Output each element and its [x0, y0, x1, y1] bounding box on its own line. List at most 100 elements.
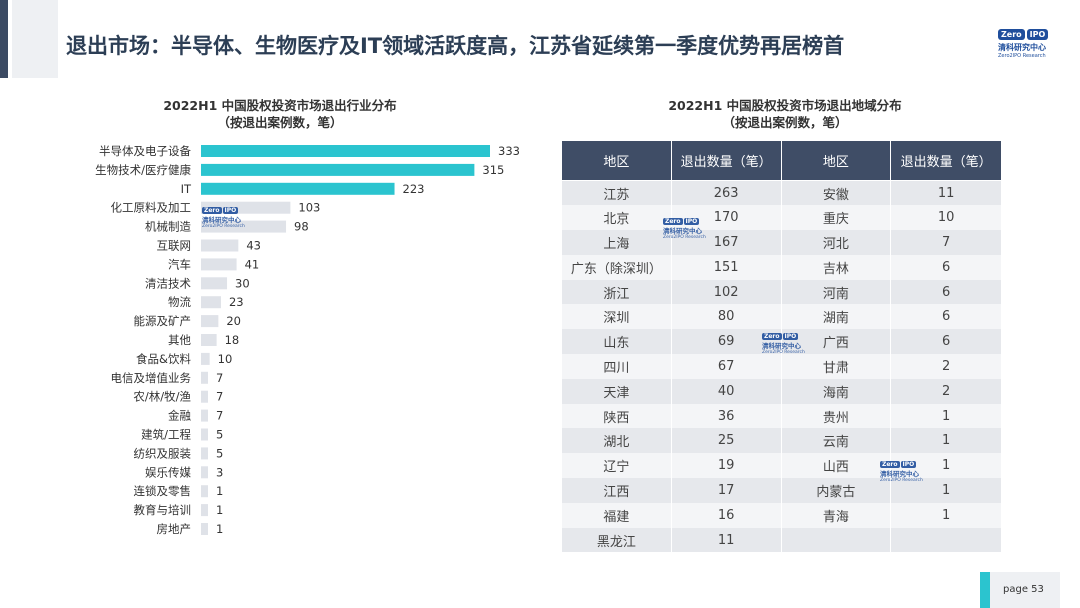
- table-row: 福建 16 青海 1: [561, 502, 1002, 528]
- count-cell: 16: [670, 502, 782, 528]
- bar-value-label: 20: [226, 314, 241, 328]
- bar-category-label: 金融: [168, 409, 191, 423]
- region-cell: 上海: [561, 230, 672, 255]
- bar-value-label: 10: [218, 352, 233, 366]
- bar-category-label: 建筑/工程: [141, 428, 191, 442]
- bar-value-label: 5: [216, 428, 223, 442]
- bar: [201, 315, 219, 328]
- bar-value-label: 23: [229, 295, 244, 309]
- table-row: 北京 170 重庆 10: [561, 205, 1002, 231]
- bar-category-label: 物流: [168, 295, 191, 309]
- bar: [201, 334, 217, 346]
- footer-box: [990, 572, 1060, 608]
- bar-category-label: 清洁技术: [145, 276, 191, 290]
- count-cell: 263: [670, 180, 782, 206]
- bar-value-label: 1: [216, 522, 223, 536]
- table-row: 陕西 36 贵州 1: [561, 403, 1002, 429]
- table-row: 深圳 80 湖南 6: [561, 304, 1002, 330]
- bar-value-label: 223: [403, 182, 425, 196]
- region-cell: 山西: [780, 453, 892, 479]
- bar: [201, 390, 208, 403]
- column-header-region-2: 地区: [780, 140, 892, 181]
- region-cell: [780, 527, 892, 553]
- region-cell: 北京: [561, 205, 672, 231]
- region-cell: 贵州: [780, 403, 892, 429]
- table-title: 2022H1 中国股权投资市场退出地域分布 （按退出案例数，笔）: [620, 97, 950, 131]
- region-table: 地区 退出数量（笔） 地区 退出数量（笔） 江苏 263 安徽 11 北京 170 重庆 10…: [561, 140, 1002, 553]
- watermark-logo: Zero IPO 清科研究中心 Zero2IPO Research: [202, 207, 252, 229]
- region-table-body: 江苏 263 安徽 11 北京 170 重庆 10 上海 167 河北 7 广东（除深圳） 151 吉林 6 浙…: [561, 180, 1002, 553]
- count-cell: 1: [890, 428, 1002, 454]
- region-cell: 重庆: [780, 205, 892, 231]
- bar: [201, 258, 237, 271]
- bar-value-label: 41: [245, 257, 260, 271]
- region-cell: 云南: [780, 428, 892, 454]
- brand-logo-ipo: IPO: [1026, 29, 1049, 40]
- count-cell: 2: [890, 378, 1002, 404]
- brand-logo: Zero IPO 清科研究中心 Zero2IPO Research: [998, 29, 1058, 59]
- region-cell: 甘肃: [780, 354, 892, 379]
- bar-category-label: 能源及矿产: [134, 314, 192, 328]
- bar-category-label: 娱乐传媒: [145, 465, 191, 479]
- region-cell: 青海: [780, 502, 892, 528]
- bar-category-label: 电信及增值业务: [111, 371, 192, 385]
- bar-category-label: 互联网: [157, 239, 192, 253]
- bar: [201, 504, 208, 517]
- bar-value-label: 103: [298, 201, 320, 215]
- bar-chart-title-text: 2022H1 中国股权投资市场退出行业分布: [163, 98, 397, 113]
- count-cell: 1: [890, 502, 1002, 528]
- region-cell: 天津: [561, 378, 672, 404]
- watermark-logo-mark: Zero IPO: [762, 333, 812, 340]
- watermark-logo-ipo: IPO: [683, 218, 700, 225]
- bar-value-label: 5: [216, 446, 223, 460]
- region-cell: 湖南: [780, 304, 892, 330]
- bar-value-label: 30: [235, 276, 250, 290]
- region-cell: 江苏: [561, 180, 672, 206]
- brand-logo-zero: Zero: [998, 29, 1025, 40]
- watermark-en: Zero2IPO Research: [762, 350, 805, 355]
- count-cell: 6: [890, 279, 1002, 305]
- table-row: 湖北 25 云南 1: [561, 428, 1002, 454]
- page-number: page 53: [1003, 584, 1044, 595]
- count-cell: 170: [670, 205, 782, 231]
- count-cell: 67: [670, 354, 782, 379]
- count-cell: 36: [670, 403, 782, 429]
- bar-category-label: 房地产: [157, 522, 192, 536]
- bar: [201, 352, 210, 365]
- region-cell: 河北: [780, 230, 892, 255]
- bar-value-label: 315: [482, 163, 504, 177]
- table-title-text: 2022H1 中国股权投资市场退出地域分布: [668, 98, 902, 113]
- count-cell: 6: [890, 254, 1002, 280]
- region-cell: 江西: [561, 478, 672, 503]
- bar-value-label: 7: [216, 371, 223, 385]
- watermark-en: Zero2IPO Research: [202, 224, 245, 229]
- table-subtitle: （按退出案例数，笔）: [722, 115, 848, 130]
- region-cell: 河南: [780, 279, 892, 305]
- bar-category-label: 半导体及电子设备: [99, 144, 191, 158]
- count-cell: 19: [670, 453, 782, 479]
- bar-value-label: 333: [498, 144, 520, 158]
- brand-name-en: Zero2IPO Research: [998, 53, 1046, 59]
- bar-value-label: 18: [225, 333, 240, 347]
- region-cell: 安徽: [780, 180, 892, 206]
- column-header-count-2: 退出数量（笔）: [890, 140, 1002, 181]
- count-cell: 80: [670, 304, 782, 330]
- region-cell: 黑龙江: [561, 527, 672, 553]
- bar: [201, 371, 208, 384]
- bar-category-label: 农/林/牧/渔: [133, 390, 191, 404]
- watermark-logo-ipo: IPO: [900, 461, 917, 468]
- bar-value-label: 1: [216, 484, 223, 498]
- watermark-en: Zero2IPO Research: [880, 478, 923, 483]
- page-title: 退出市场：半导体、生物医疗及IT领域活跃度高，江苏省延续第一季度优势再居榜首: [66, 34, 845, 58]
- bar-chart-title: 2022H1 中国股权投资市场退出行业分布 （按退出案例数，笔）: [130, 97, 430, 131]
- watermark-logo-zero: Zero: [762, 333, 782, 340]
- count-cell: 151: [670, 254, 782, 280]
- region-cell: 湖北: [561, 428, 672, 454]
- table-row: 上海 167 河北 7: [561, 230, 1002, 255]
- count-cell: 1: [890, 478, 1002, 503]
- bar-category-label: 食品&饮料: [136, 352, 191, 366]
- count-cell: 1: [890, 403, 1002, 429]
- table-row: 四川 67 甘肃 2: [561, 354, 1002, 379]
- watermark-en: Zero2IPO Research: [663, 235, 706, 240]
